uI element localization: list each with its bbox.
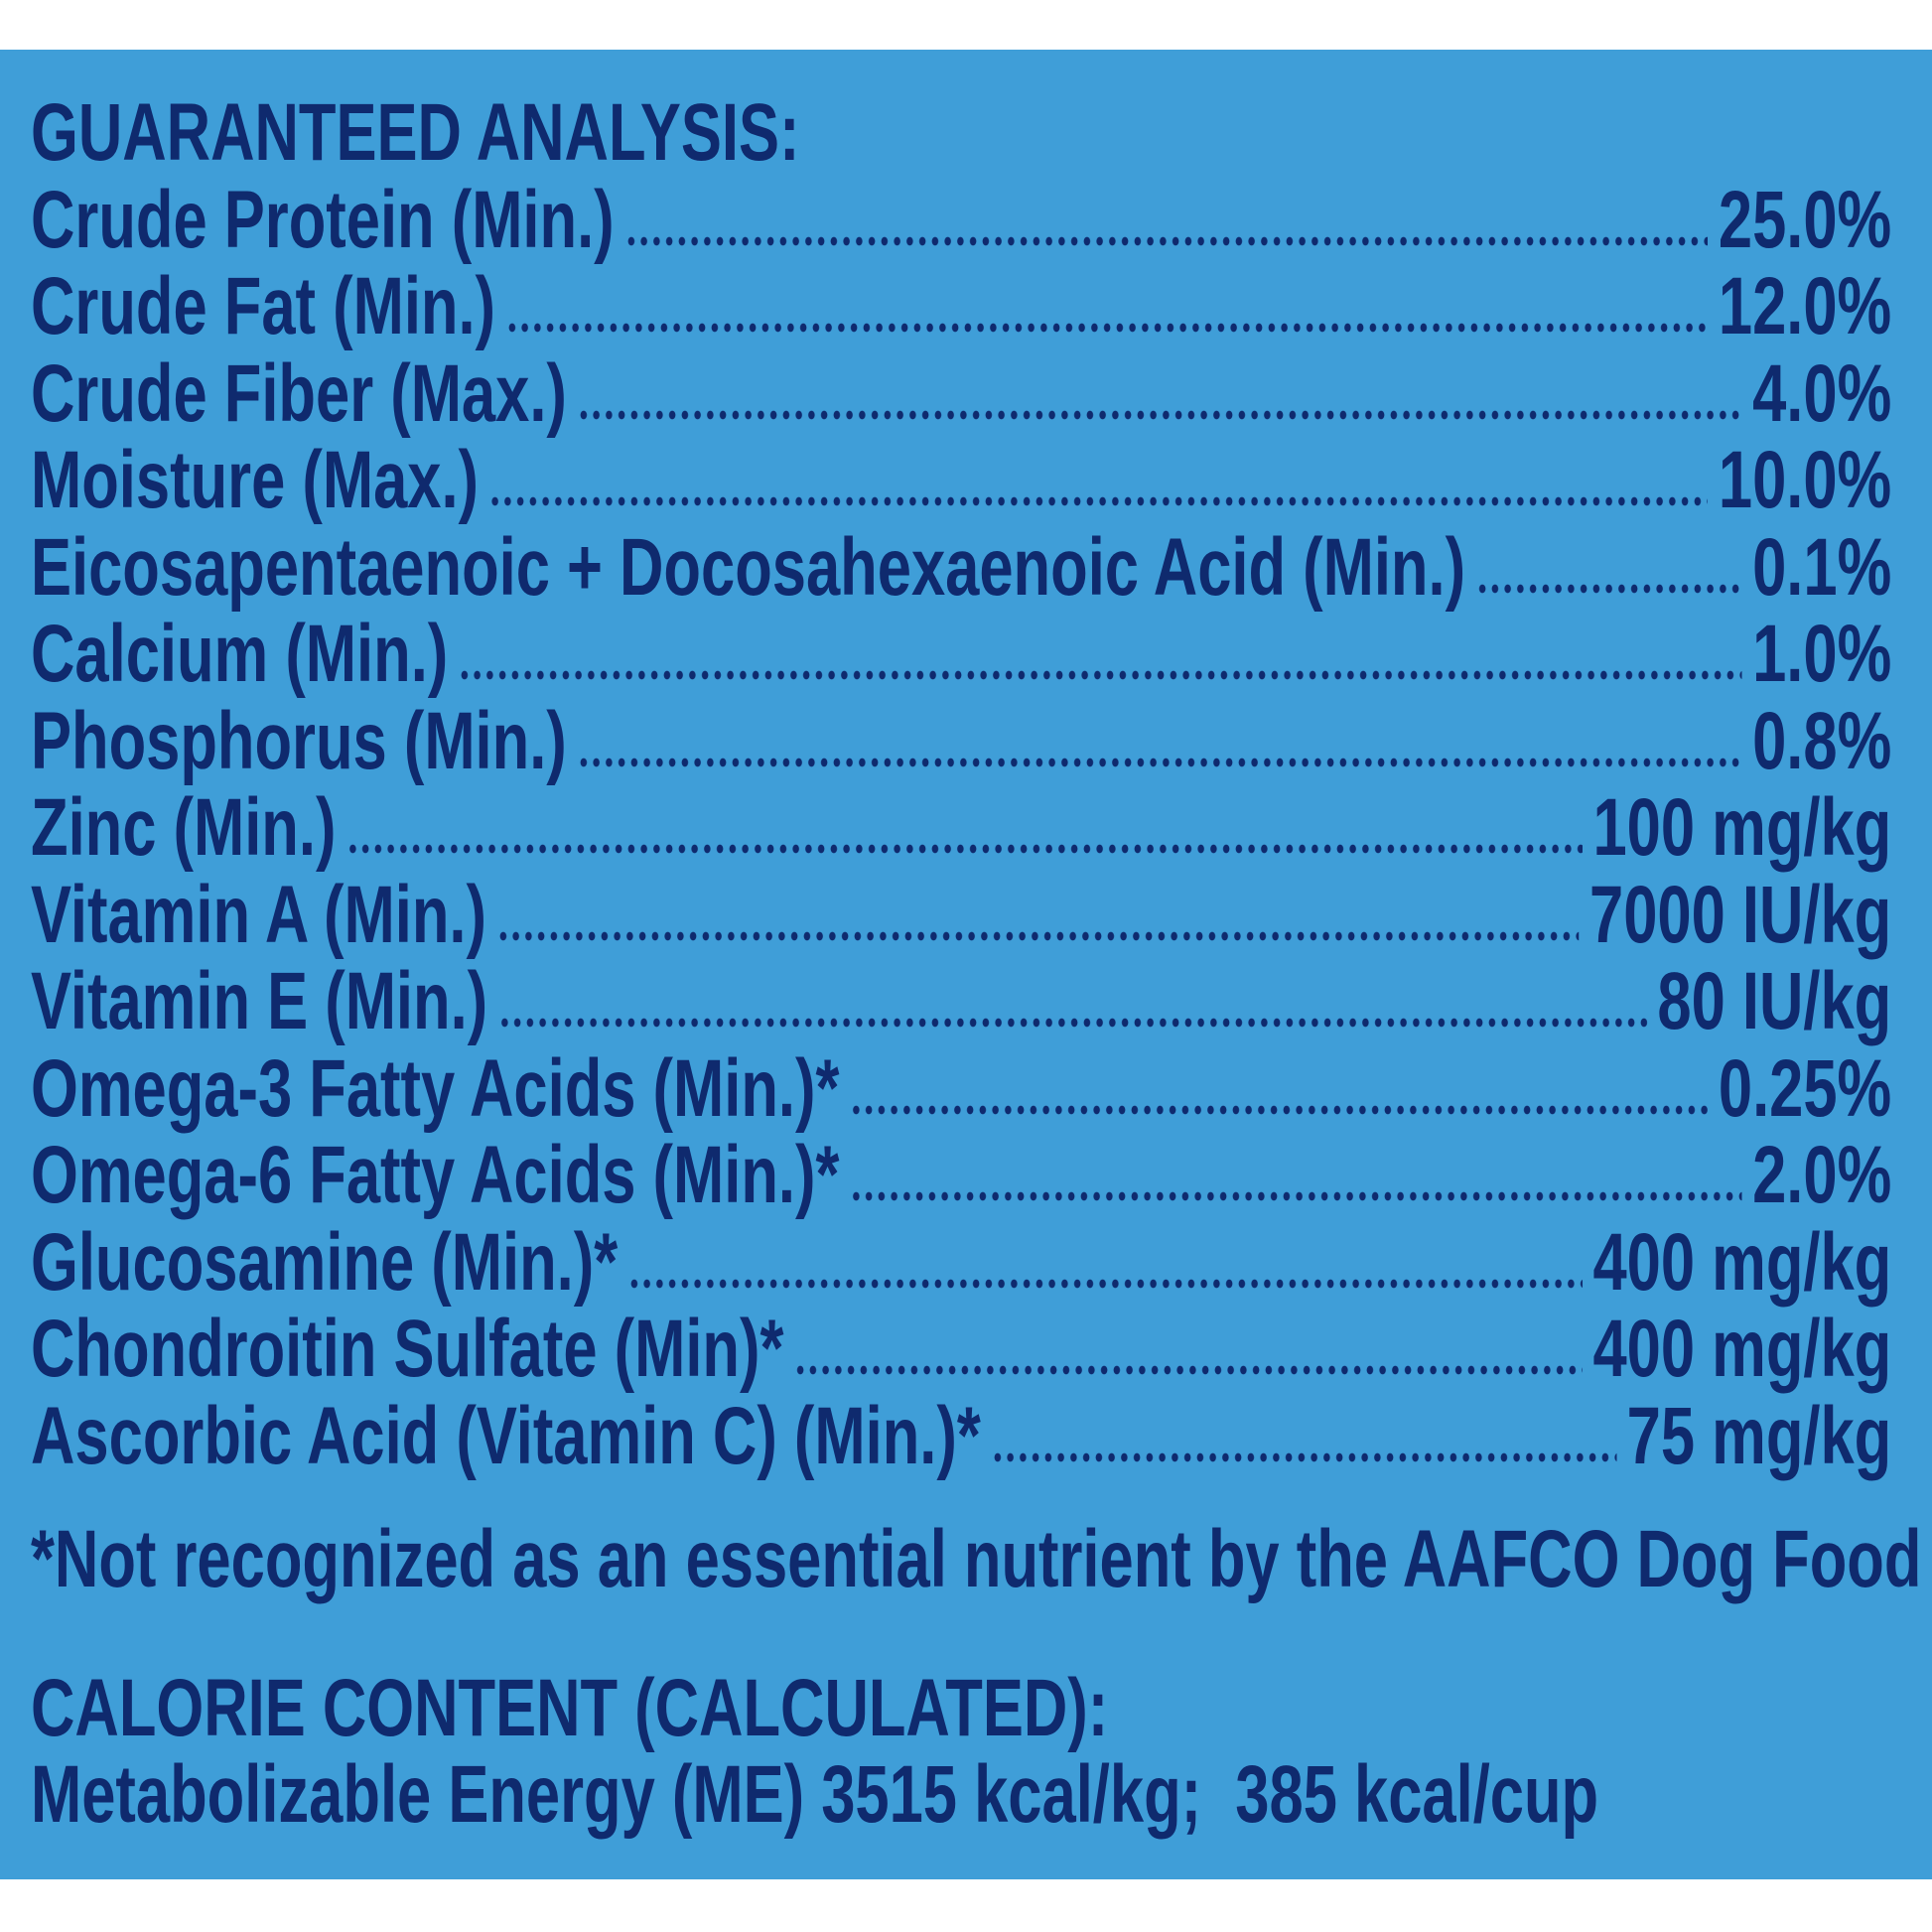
nutrient-label: Calcium (Min.)	[31, 609, 449, 699]
dot-leader	[497, 1017, 1647, 1029]
nutrient-label: Crude Protein (Min.)	[31, 174, 615, 265]
nutrient-value: 7000 IU/kg	[1588, 869, 1892, 960]
dot-leader	[577, 756, 1742, 768]
analysis-row: Omega-3 Fatty Acids (Min.)* 0.25%	[31, 1042, 1892, 1134]
calorie-text: Metabolizable Energy (ME) 3515 kcal/kg; …	[31, 1749, 1599, 1840]
nutrient-value: 25.0%	[1718, 174, 1892, 265]
nutrient-label: Crude Fat (Min.)	[31, 261, 496, 351]
nutrient-label: Vitamin E (Min.)	[31, 956, 488, 1046]
nutrient-label: Vitamin A (Min.)	[31, 869, 486, 960]
nutrient-value: 0.8%	[1752, 695, 1892, 786]
nutrient-value: 2.0%	[1752, 1130, 1892, 1220]
dot-leader	[488, 495, 1709, 507]
analysis-row: Glucosamine (Min.)* 400 mg/kg	[31, 1216, 1892, 1308]
analysis-row: Phosphorus (Min.) 0.8%	[31, 695, 1892, 786]
dot-leader	[505, 322, 1709, 334]
nutrient-value: 100 mg/kg	[1592, 782, 1892, 873]
analysis-content: GUARANTEED ANALYSIS: Crude Protein (Min.…	[31, 87, 1922, 1840]
analysis-row: Crude Protein (Min.) 25.0%	[31, 174, 1892, 265]
nutrient-label: Ascorbic Acid (Vitamin C) (Min.)*	[31, 1390, 981, 1481]
nutrient-label: Crude Fiber (Max.)	[31, 347, 567, 439]
nutrient-value: 80 IU/kg	[1657, 956, 1892, 1046]
analysis-row: Eicosapentaenoic + Docosahexaenoic Acid …	[31, 521, 1892, 613]
nutrient-value: 400 mg/kg	[1592, 1216, 1892, 1308]
calorie-title: CALORIE CONTENT (CALCULATED):	[31, 1662, 1109, 1753]
nutrient-label: Glucosamine (Min.)*	[31, 1216, 619, 1308]
analysis-row: Vitamin E (Min.) 80 IU/kg	[31, 958, 1891, 1045]
nutrient-label: Zinc (Min.)	[31, 782, 337, 873]
nutrient-label: Omega-3 Fatty Acids (Min.)*	[31, 1042, 840, 1134]
nutrient-label: Phosphorus (Min.)	[31, 695, 567, 786]
analysis-row: Omega-6 Fatty Acids (Min.)* 2.0%	[31, 1132, 1891, 1219]
analysis-row: Calcium (Min.) 1.0%	[31, 611, 1891, 698]
analysis-row: Ascorbic Acid (Vitamin C) (Min.)* 75 mg/k…	[31, 1390, 1892, 1481]
nutrient-value: 400 mg/kg	[1592, 1304, 1892, 1394]
analysis-rows: Crude Protein (Min.) 25.0% Crude Fat (Min.…	[31, 174, 1892, 1481]
nutrient-value: 0.25%	[1718, 1042, 1892, 1134]
analysis-row: Crude Fat (Min.) 12.0%	[31, 263, 1891, 350]
title: GUARANTEED ANALYSIS:	[31, 87, 800, 178]
dot-leader	[345, 843, 1583, 855]
nutrient-value: 12.0%	[1718, 261, 1892, 351]
analysis-row: Zinc (Min.) 100 mg/kg	[31, 784, 1891, 872]
dot-leader	[849, 1190, 1742, 1202]
nutrient-value: 75 mg/kg	[1626, 1390, 1892, 1481]
dot-leader	[1475, 582, 1742, 595]
nutrient-value: 0.1%	[1752, 521, 1892, 613]
analysis-row: Moisture (Max.) 10.0%	[31, 437, 1891, 524]
label-panel: GUARANTEED ANALYSIS: Crude Protein (Min.…	[0, 50, 1932, 1879]
nutrient-value: 1.0%	[1752, 609, 1892, 699]
dot-leader	[577, 408, 1742, 421]
nutrient-value: 4.0%	[1752, 347, 1892, 439]
dot-leader	[496, 929, 1580, 942]
dot-leader	[849, 1103, 1709, 1116]
dot-leader	[624, 234, 1709, 247]
footnote: *Not recognized as an essential nutrient…	[31, 1514, 1922, 1604]
nutrient-value: 10.0%	[1718, 435, 1892, 525]
analysis-row: Crude Fiber (Max.) 4.0%	[31, 347, 1892, 439]
analysis-row: Chondroitin Sulfate (Min)* 400 mg/kg	[31, 1306, 1891, 1393]
dot-leader	[991, 1450, 1617, 1463]
dot-leader	[627, 1277, 1583, 1290]
dot-leader	[793, 1364, 1583, 1376]
analysis-row: Vitamin A (Min.) 7000 IU/kg	[31, 869, 1892, 960]
nutrient-label: Omega-6 Fatty Acids (Min.)*	[31, 1130, 840, 1220]
nutrient-label: Eicosapentaenoic + Docosahexaenoic Acid …	[31, 521, 1466, 613]
nutrient-label: Chondroitin Sulfate (Min)*	[31, 1304, 784, 1394]
nutrient-label: Moisture (Max.)	[31, 435, 480, 525]
dot-leader	[458, 669, 1742, 681]
